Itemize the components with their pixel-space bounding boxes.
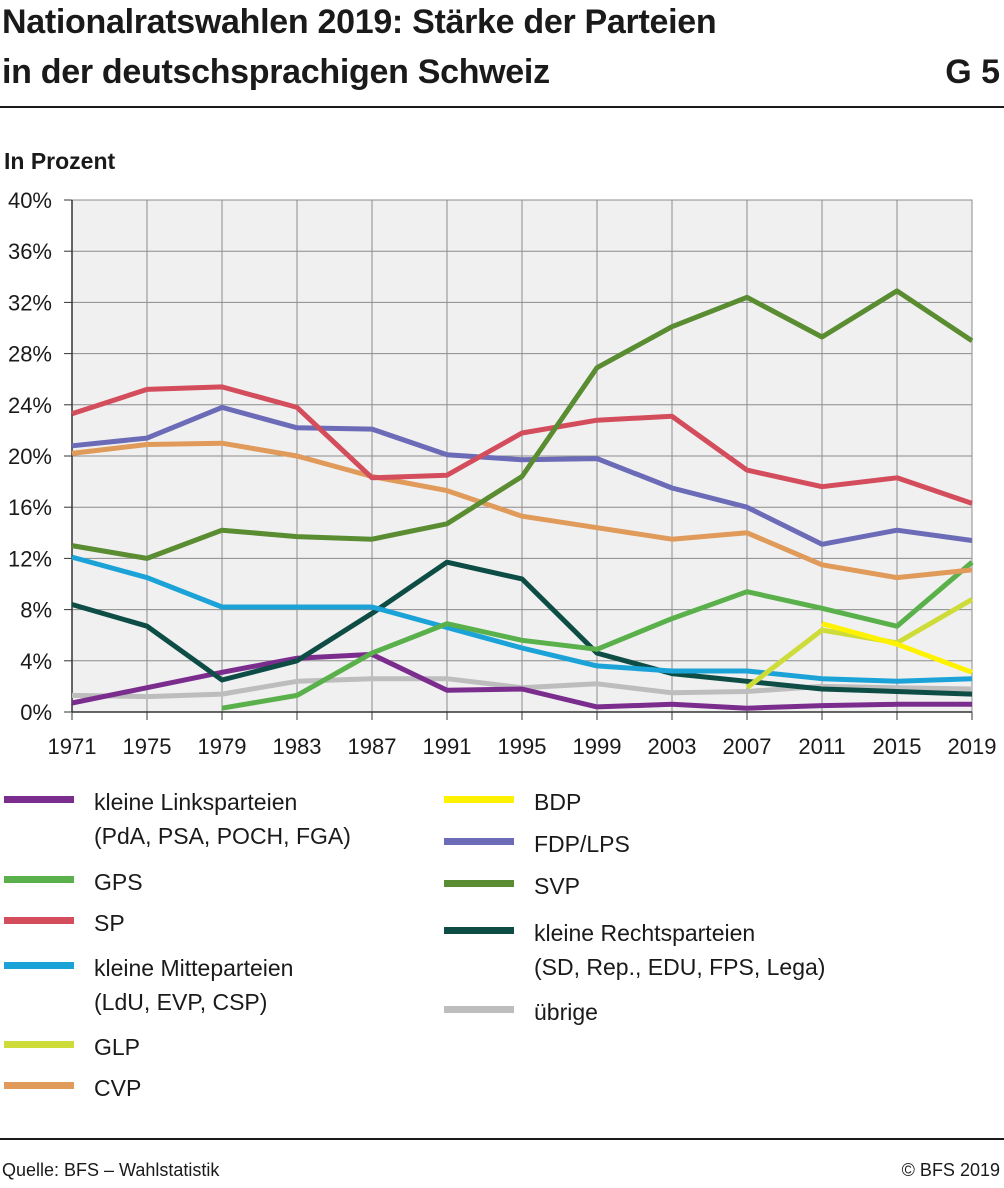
series-line-kleine-linksparteien [71, 651, 972, 711]
x-tick-label: 1991 [423, 734, 472, 759]
y-tick-label: 40% [8, 188, 52, 213]
chart-title-line-1: Nationalratswahlen 2019: Stärke der Part… [2, 3, 717, 41]
y-tick-label: 8% [20, 598, 52, 623]
legend-swatch [4, 876, 74, 883]
x-tick-label: 2019 [948, 734, 997, 759]
legend-label: (PdA, PSA, POCH, FGA) [94, 823, 351, 849]
legend-label: SP [94, 910, 125, 936]
x-tick-label: 2007 [723, 734, 772, 759]
source-note: Quelle: BFS – Wahlstatistik [2, 1160, 220, 1180]
y-tick-label: 32% [8, 290, 52, 315]
line-chart: 0% 4% 8% 12% 16% 20% 24% 28% 32% 36% 40% 1971 1975 19… [8, 188, 997, 759]
x-tick-label: 1983 [273, 734, 322, 759]
legend-label: kleine Mitteparteien [94, 955, 294, 981]
y-tick-label: 24% [8, 393, 52, 418]
y-tick-label: 28% [8, 342, 52, 367]
x-tick-label: 1987 [348, 734, 397, 759]
legend-label: FDP/LPS [534, 831, 630, 857]
legend-swatch [444, 927, 514, 934]
series-line-cvp [71, 440, 973, 581]
legend-swatch [444, 1006, 514, 1013]
legend-swatch [4, 1041, 74, 1048]
legend-label: BDP [534, 789, 582, 815]
legend-swatch [4, 917, 74, 924]
x-tick-label: 2015 [873, 734, 922, 759]
series-line-gps [221, 560, 974, 711]
legend-label: (SD, Rep., EDU, FPS, Lega) [534, 954, 826, 980]
legend-label: kleine Linksparteien [94, 789, 298, 815]
series-line-sp [71, 384, 973, 506]
chart-id: G 5 [945, 53, 1000, 91]
x-tick-label: 1971 [48, 734, 97, 759]
legend-label: (LdU, EVP, CSP) [94, 989, 268, 1015]
x-tick-label: 2011 [798, 734, 845, 759]
x-tick-label: 2003 [648, 734, 697, 759]
legend-swatch [444, 838, 514, 845]
title-rule [0, 106, 1004, 108]
legend-swatch [444, 880, 514, 887]
x-tick-label: 1999 [573, 734, 622, 759]
series-line-fdp-lps [71, 404, 973, 547]
y-tick-label: 20% [8, 444, 52, 469]
x-tick-label: 1979 [198, 734, 247, 759]
series-line-svp [71, 288, 974, 561]
x-tick-label: 1975 [123, 734, 172, 759]
copyright-note: © BFS 2019 [901, 1160, 1000, 1180]
legend-swatch [444, 796, 514, 803]
series-line-kleine-mitteparteien [71, 554, 973, 684]
y-tick-label: 12% [8, 546, 52, 571]
y-tick-label: 4% [20, 649, 52, 674]
y-tick-label: 36% [8, 239, 52, 264]
y-tick-label: 0% [20, 700, 52, 725]
legend-label: SVP [534, 873, 581, 899]
legend-label: GLP [94, 1034, 141, 1060]
y-tick-label: 16% [8, 495, 52, 520]
footer-rule [0, 1138, 1004, 1140]
legend-swatch [4, 1082, 74, 1089]
legend-label: übrige [534, 999, 598, 1025]
legend-label: kleine Rechtsparteien [534, 920, 756, 946]
legend-swatch [4, 796, 74, 803]
series-line-kleine-rechtsparteien [71, 559, 973, 697]
x-tick-label: 1995 [498, 734, 547, 759]
y-axis-unit-label: In Prozent [4, 148, 116, 174]
legend-swatch [4, 962, 74, 969]
legend-label: CVP [94, 1075, 142, 1101]
legend-label: GPS [94, 869, 143, 895]
chart-title-line-2: in der deutschsprachigen Schweiz [2, 53, 550, 91]
series-line-bdp [821, 621, 973, 675]
